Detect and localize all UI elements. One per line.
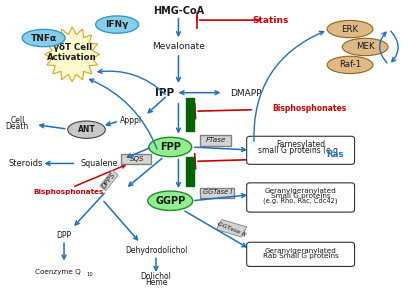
Ellipse shape	[326, 20, 372, 38]
Ellipse shape	[67, 121, 105, 138]
FancyBboxPatch shape	[246, 183, 354, 212]
Text: Statins: Statins	[252, 16, 288, 25]
Text: FTase: FTase	[205, 137, 226, 143]
Text: Coenzyme Q: Coenzyme Q	[35, 269, 81, 275]
Text: Dehydrodolichol: Dehydrodolichol	[124, 245, 187, 254]
Text: GGTase II: GGTase II	[216, 221, 246, 237]
Ellipse shape	[326, 56, 372, 74]
Text: γδT Cell: γδT Cell	[52, 44, 92, 52]
Ellipse shape	[342, 38, 387, 56]
Text: Mevalonate: Mevalonate	[152, 43, 204, 52]
Text: DPP: DPP	[56, 231, 72, 240]
FancyBboxPatch shape	[185, 158, 193, 186]
Ellipse shape	[95, 16, 138, 33]
Text: Geranylgeranylated: Geranylgeranylated	[264, 188, 336, 194]
Text: Cell: Cell	[11, 116, 25, 125]
Polygon shape	[216, 220, 246, 237]
Text: GGTase I: GGTase I	[202, 189, 231, 195]
Text: Bisphosphonates: Bisphosphonates	[33, 189, 103, 195]
Text: FPP: FPP	[160, 142, 180, 152]
Text: Small G proteins: Small G proteins	[270, 193, 330, 199]
Text: ANT: ANT	[77, 125, 95, 134]
Text: Raf-1: Raf-1	[338, 60, 360, 69]
Text: DMAPP: DMAPP	[229, 89, 261, 98]
Ellipse shape	[22, 29, 65, 47]
Text: Rab Small G proteins: Rab Small G proteins	[262, 253, 338, 259]
Text: Farnesylated: Farnesylated	[275, 140, 324, 148]
Text: IPP: IPP	[154, 88, 173, 98]
Text: Bisphosphonates: Bisphosphonates	[272, 154, 346, 164]
FancyBboxPatch shape	[199, 135, 230, 146]
Text: Bisphosphonates: Bisphosphonates	[272, 104, 346, 113]
Text: Death: Death	[5, 122, 29, 131]
Ellipse shape	[148, 137, 191, 157]
FancyBboxPatch shape	[121, 154, 151, 164]
Text: small G proteins (e.g.: small G proteins (e.g.	[258, 146, 342, 154]
Polygon shape	[45, 27, 99, 82]
Text: ApppI: ApppI	[120, 116, 142, 124]
Text: GGPPs: GGPPs	[187, 162, 192, 182]
Text: Dolichol: Dolichol	[140, 272, 171, 281]
Text: MEK: MEK	[355, 43, 373, 52]
FancyBboxPatch shape	[185, 98, 193, 130]
FancyBboxPatch shape	[246, 242, 354, 266]
Text: (e.g. Rho, Rac, Cdc42): (e.g. Rho, Rac, Cdc42)	[263, 197, 337, 204]
Text: Geranylgeranylated: Geranylgeranylated	[264, 248, 336, 254]
FancyBboxPatch shape	[199, 188, 234, 198]
Ellipse shape	[147, 191, 192, 211]
Text: SQS: SQS	[129, 156, 144, 162]
Text: 10: 10	[86, 272, 93, 277]
Text: Steroids: Steroids	[8, 159, 42, 168]
FancyBboxPatch shape	[246, 136, 354, 164]
Text: Ras: Ras	[326, 150, 343, 159]
Text: Squalene: Squalene	[80, 159, 117, 168]
Text: GGTase II: GGTase II	[216, 222, 246, 238]
Text: ERK: ERK	[341, 25, 358, 34]
Text: HMG-CoA: HMG-CoA	[153, 6, 204, 16]
Text: FPPs: FPPs	[187, 106, 192, 123]
Text: Heme: Heme	[144, 278, 167, 287]
Text: DPPS: DPPS	[101, 171, 117, 190]
Text: IFNγ: IFNγ	[105, 20, 128, 29]
Text: GGPP: GGPP	[155, 196, 185, 206]
Text: TNFα: TNFα	[30, 34, 56, 43]
Text: Activation: Activation	[47, 53, 97, 62]
